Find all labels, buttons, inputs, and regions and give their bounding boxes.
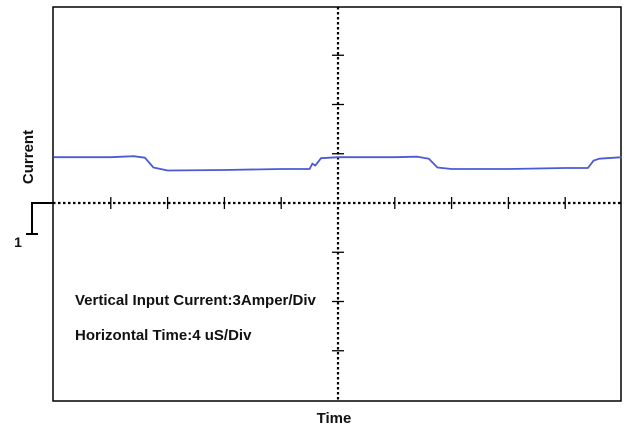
ground-step-line <box>31 202 53 234</box>
annotation-vertical-scale: Vertical Input Current:3Amper/Div <box>75 292 317 309</box>
series-layer <box>54 155 623 172</box>
ground-marker-label: 1 <box>14 234 22 250</box>
series-line-0 <box>54 155 623 172</box>
ground-marker: 1 <box>14 202 53 250</box>
x-axis-label: Time <box>317 410 352 427</box>
annotation-horizontal-scale: Horizontal Time:4 uS/Div <box>75 327 252 344</box>
axis-ticks <box>110 54 566 352</box>
y-axis-label: Current <box>20 130 37 184</box>
center-axes <box>53 7 621 401</box>
